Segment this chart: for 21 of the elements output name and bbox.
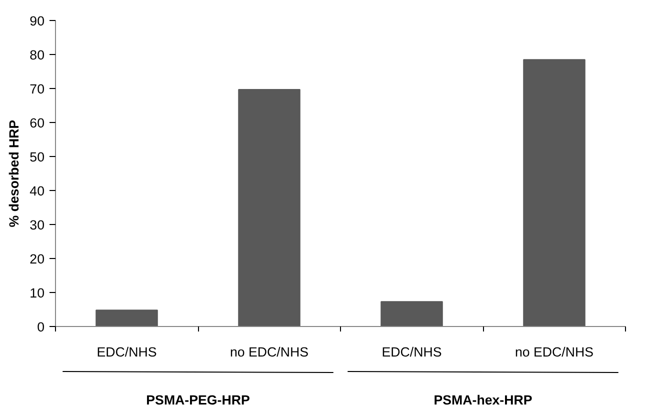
x-tick-label: no EDC/NHS [230, 344, 309, 360]
x-tick-label: EDC/NHS [96, 344, 157, 360]
text: PSMA-PEG-HRP [146, 392, 250, 408]
bar [380, 301, 443, 326]
bar [523, 59, 586, 326]
y-tick-label: 30 [30, 218, 45, 232]
bar [96, 310, 158, 326]
y-tick-label: 70 [30, 82, 45, 96]
y-axis-title: % desorbed HRP [6, 120, 22, 228]
y-tick-label: 20 [30, 252, 45, 266]
y-tick-label: 0 [37, 320, 45, 334]
x-tick-label: no EDC/NHS [514, 344, 594, 360]
y-tick-label: 40 [30, 184, 45, 198]
y-tick-label: 80 [30, 48, 45, 62]
y-tick-label: 60 [30, 116, 45, 130]
y-tick-label: 50 [30, 150, 45, 164]
bar [238, 89, 300, 326]
x-tick-label: EDC/NHS [382, 344, 442, 360]
y-tick-label: 90 [30, 14, 45, 28]
text: PSMA-hex-HRP [434, 392, 532, 408]
y-tick-label: 10 [30, 286, 45, 300]
